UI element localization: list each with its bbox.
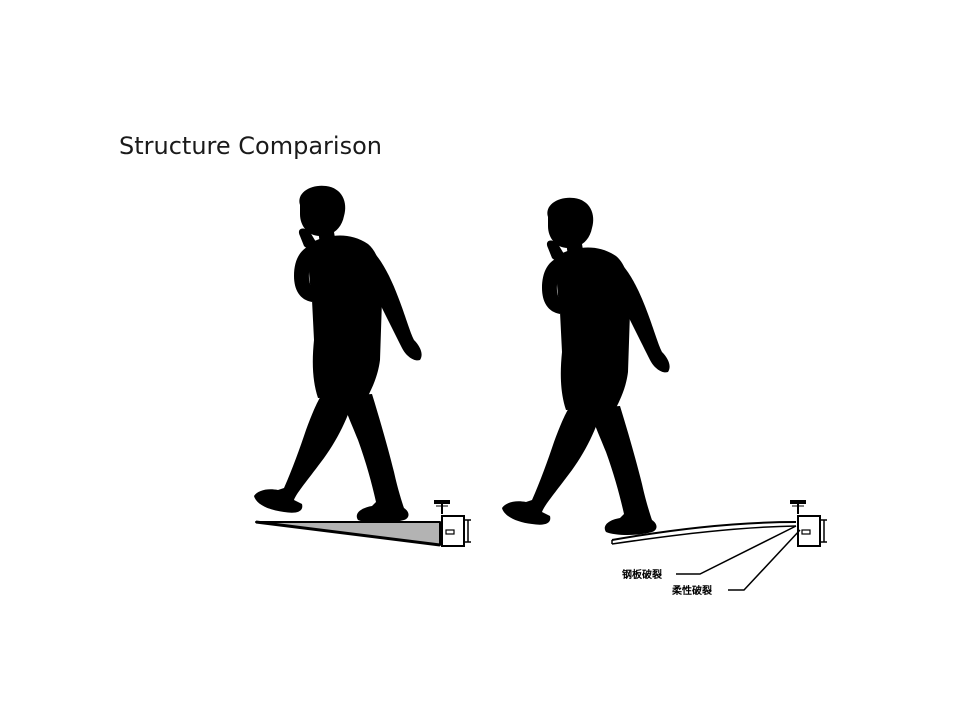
person-silhouette-icon-right [502, 197, 670, 535]
slide-title: Structure Comparison [119, 132, 382, 160]
callout-leaders [676, 525, 801, 591]
left-figure [254, 185, 472, 547]
callout-label-flex-break: 柔性破裂 [671, 584, 712, 597]
person-silhouette-icon-left [254, 185, 422, 523]
callout-label-steel-break: 钢板破裂 [622, 568, 662, 581]
wedge-platform-icon [255, 520, 441, 547]
right-figure: 钢板破裂 柔性破裂 [502, 197, 828, 597]
curved-platform-icon [611, 521, 797, 545]
